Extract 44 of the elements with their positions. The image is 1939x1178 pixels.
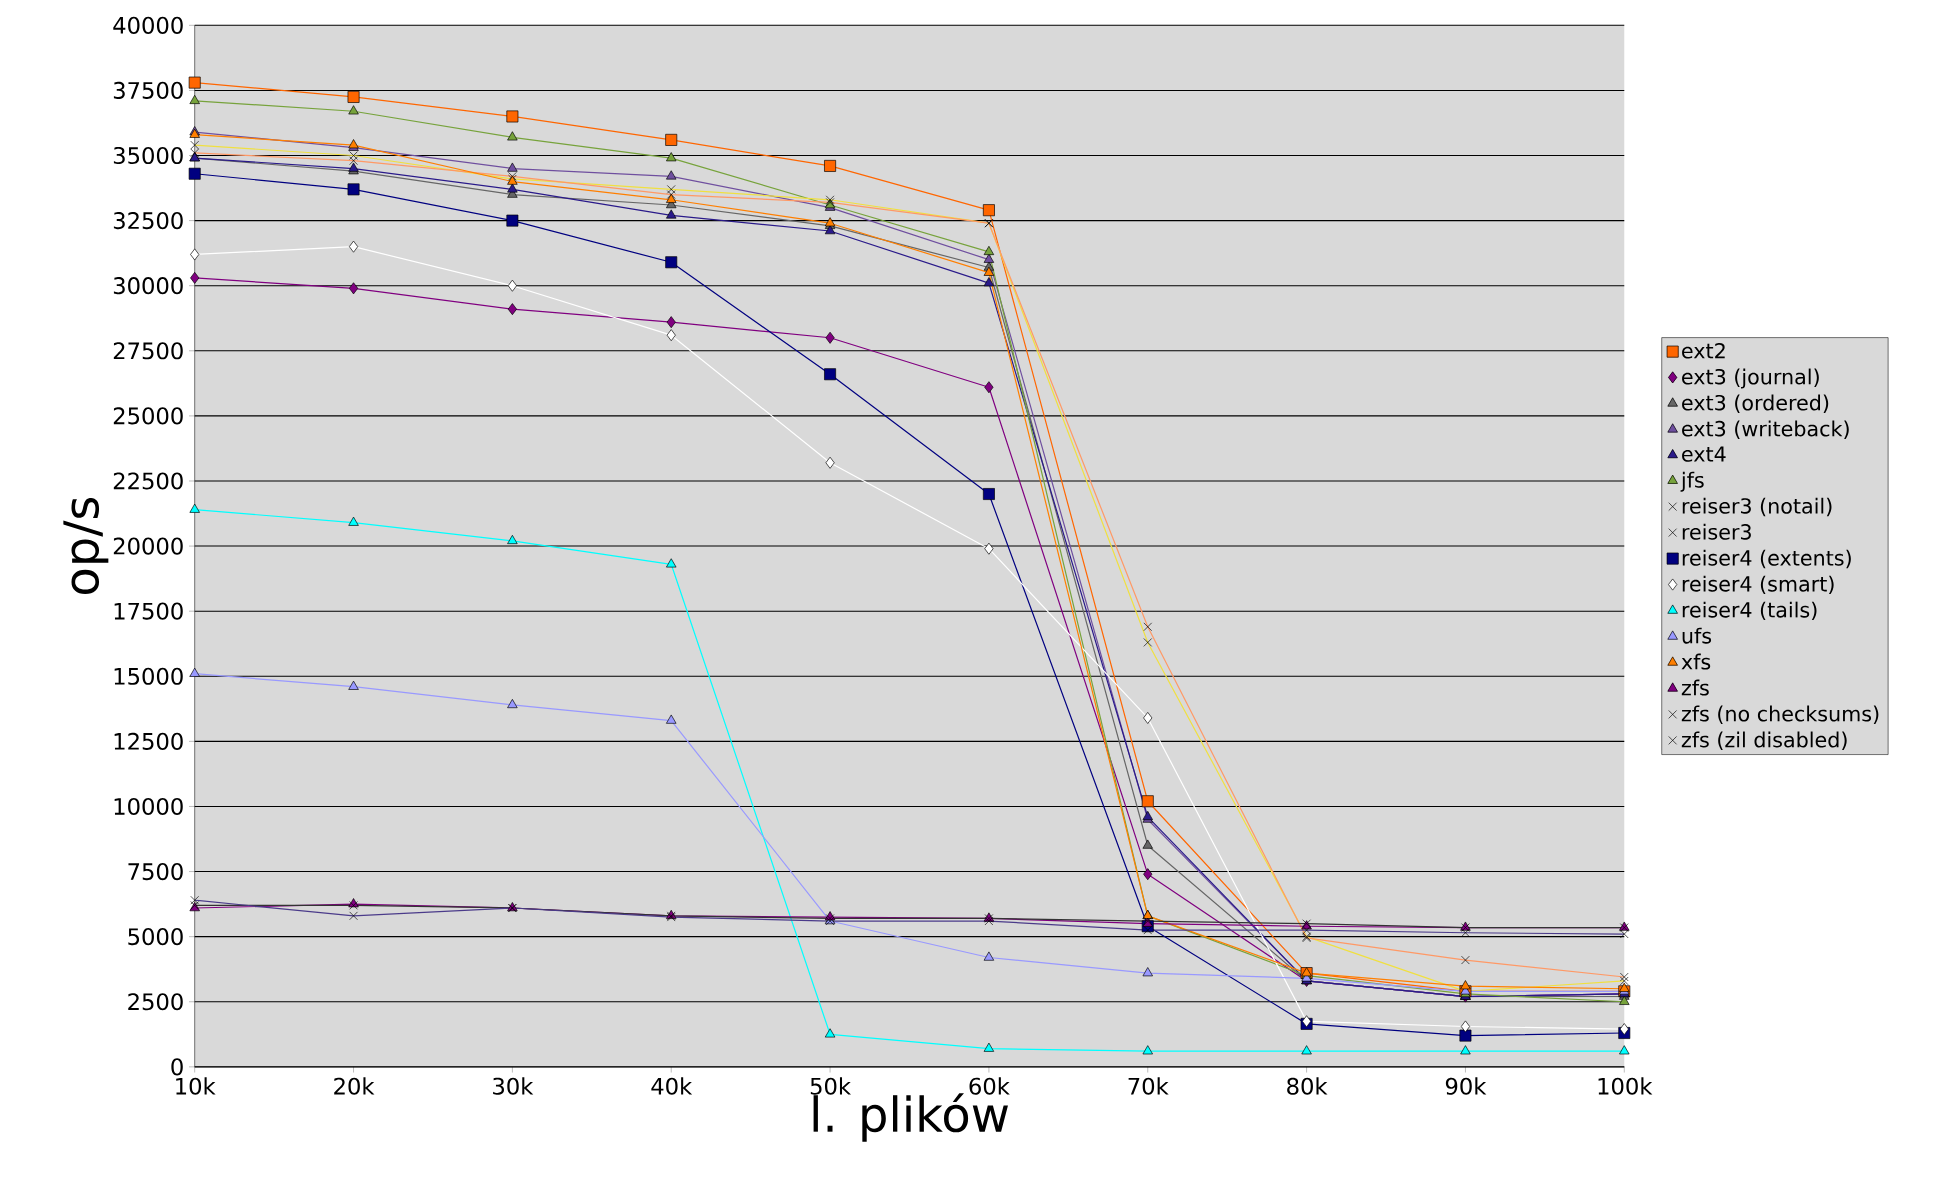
legend-label: zfs (no checksums) bbox=[1681, 705, 1879, 725]
y-tick-label: 22500 bbox=[113, 472, 183, 490]
y-tick-label: 37500 bbox=[113, 82, 183, 100]
legend-label: zfs bbox=[1681, 679, 1709, 696]
y-tick-label: 10000 bbox=[114, 798, 183, 816]
legend-label: ufs bbox=[1682, 627, 1712, 644]
y-tick-label: 30000 bbox=[113, 277, 183, 295]
y-tick-label: 2500 bbox=[128, 993, 183, 1011]
y-tick-label: 32500 bbox=[113, 212, 183, 230]
y-tick-label: 17500 bbox=[114, 602, 183, 620]
legend-label: reiser3 (notail) bbox=[1682, 498, 1832, 517]
y-tick-label: 35000 bbox=[113, 147, 183, 165]
legend-label: reiser4 (smart) bbox=[1682, 575, 1834, 595]
x-tick-label: 100k bbox=[1598, 1077, 1653, 1096]
x-tick-label: 50k bbox=[810, 1077, 851, 1096]
y-tick-label: 20000 bbox=[113, 537, 183, 555]
x-tick-label: 60k bbox=[969, 1077, 1010, 1096]
legend-label: reiser3 bbox=[1682, 523, 1751, 540]
x-tick-label: 80k bbox=[1287, 1077, 1328, 1096]
legend-label: xfs bbox=[1681, 653, 1711, 670]
x-tick-label: 30k bbox=[493, 1077, 534, 1096]
legend-label: reiser4 (extents) bbox=[1682, 549, 1851, 569]
y-tick-label: 12500 bbox=[114, 733, 183, 751]
y-tick-label: 27500 bbox=[113, 342, 183, 360]
x-tick-label: 40k bbox=[651, 1077, 693, 1096]
y-tick-label: 40000 bbox=[113, 16, 183, 35]
x-tick-label: 20k bbox=[334, 1077, 375, 1096]
x-tick-label: 70k bbox=[1128, 1077, 1169, 1096]
legend-label: ext2 bbox=[1682, 343, 1725, 359]
x-tick-label: 90k bbox=[1445, 1077, 1487, 1096]
y-tick-label: 25000 bbox=[113, 407, 183, 425]
legend-label: ext3 (journal) bbox=[1682, 368, 1819, 389]
y-tick-label: 7500 bbox=[128, 863, 183, 881]
y-tick-label: 5000 bbox=[128, 928, 183, 946]
legend-label: ext4 bbox=[1682, 446, 1726, 463]
y-axis-title: op/s bbox=[63, 498, 109, 595]
legend-label: jfs bbox=[1680, 472, 1704, 493]
x-tick-label: 10k bbox=[176, 1077, 216, 1096]
legend-label: zfs (zil disabled) bbox=[1681, 731, 1847, 751]
legend-label: ext3 (writeback) bbox=[1682, 420, 1849, 440]
legend-label: ext3 (ordered) bbox=[1682, 394, 1829, 414]
y-tick-label: 0 bbox=[171, 1058, 183, 1076]
legend-label: reiser4 (tails) bbox=[1682, 601, 1817, 621]
y-tick-label: 15000 bbox=[114, 667, 183, 686]
